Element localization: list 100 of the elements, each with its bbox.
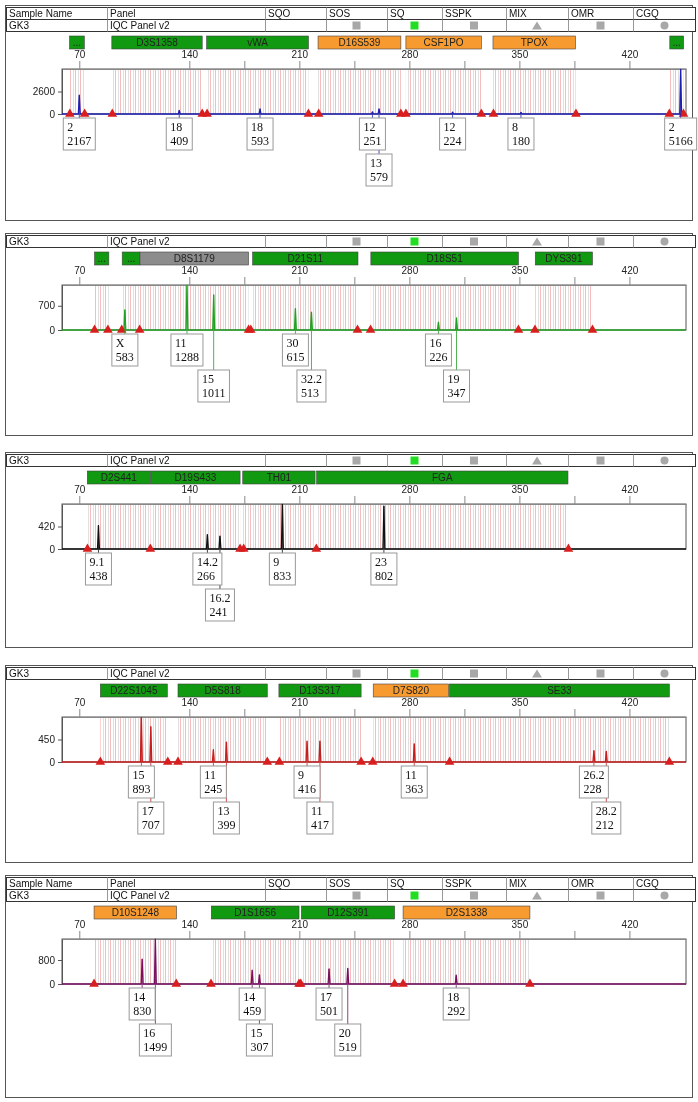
text: OMR bbox=[571, 878, 595, 889]
annotation: 9 416 bbox=[298, 768, 317, 796]
annotation: 2 2167 bbox=[67, 120, 92, 148]
band-label: FGA bbox=[432, 472, 453, 483]
text: SOS bbox=[329, 8, 351, 19]
x-tick-label: 350 bbox=[511, 484, 529, 495]
text: Panel bbox=[110, 8, 136, 19]
annotation: 13 579 bbox=[370, 156, 389, 184]
y-tick-label: 0 bbox=[49, 543, 56, 555]
annotation: 12 224 bbox=[443, 120, 462, 148]
annotation: 18 409 bbox=[170, 120, 189, 148]
x-tick-label: 70 bbox=[74, 919, 86, 930]
x-tick-label: 140 bbox=[181, 919, 199, 930]
y-tick-label: 0 bbox=[49, 108, 56, 120]
annotation: 11 245 bbox=[204, 768, 223, 796]
chart-subtitle: IQC Panel v2 bbox=[110, 20, 170, 31]
annotation: 11 417 bbox=[310, 804, 329, 832]
band-label: D3S1358 bbox=[136, 37, 179, 48]
chart-title: GK3 bbox=[9, 890, 30, 901]
x-tick-label: 140 bbox=[181, 697, 199, 708]
annotation: 16.2 241 bbox=[209, 591, 231, 619]
y-tick-label: 0 bbox=[49, 978, 56, 990]
x-tick-label: 420 bbox=[621, 919, 639, 930]
x-tick-label: 420 bbox=[621, 49, 639, 60]
x-tick-label: 140 bbox=[181, 265, 199, 276]
x-tick-label: 210 bbox=[291, 919, 309, 930]
annotation: 2 5166 bbox=[668, 120, 693, 148]
annotation: 19 347 bbox=[447, 372, 466, 400]
text: SQO bbox=[268, 878, 291, 889]
x-tick-label: 140 bbox=[181, 49, 199, 60]
band-label: ... bbox=[126, 253, 136, 264]
y-tick-label: 2600 bbox=[32, 86, 56, 98]
text: SSPK bbox=[445, 878, 473, 889]
x-tick-label: 420 bbox=[621, 265, 639, 276]
band-label: D10S1248 bbox=[111, 907, 160, 918]
annotation: 14.2 266 bbox=[196, 555, 218, 583]
annotation: 14 830 bbox=[133, 990, 152, 1018]
band-label: DYS391 bbox=[545, 253, 583, 264]
text: MIX bbox=[509, 8, 528, 19]
band-label: TPOX bbox=[520, 37, 549, 48]
annotation: 15 893 bbox=[132, 768, 151, 796]
band-label: D8S1179 bbox=[173, 253, 216, 264]
text: SQ bbox=[390, 878, 405, 889]
band-label: D18S51 bbox=[426, 253, 464, 264]
annotation: 28.2 212 bbox=[595, 804, 617, 832]
x-tick-label: 420 bbox=[621, 484, 639, 495]
x-tick-label: 350 bbox=[511, 265, 529, 276]
y-tick-label: 0 bbox=[49, 756, 56, 768]
band-label: TH01 bbox=[266, 472, 292, 483]
annotation: 12 251 bbox=[363, 120, 382, 148]
band-label: D1S1656 bbox=[234, 907, 277, 918]
annotation: 17 707 bbox=[141, 804, 160, 832]
x-tick-label: 280 bbox=[401, 919, 419, 930]
text: SQ bbox=[390, 8, 405, 19]
band-label: vWA bbox=[247, 37, 269, 48]
chart-title: GK3 bbox=[9, 455, 30, 466]
y-tick-label: 450 bbox=[38, 734, 56, 746]
band-label: D5S818 bbox=[204, 685, 242, 696]
band-label: D2S441 bbox=[100, 472, 138, 483]
text: CGQ bbox=[636, 8, 659, 19]
x-tick-label: 280 bbox=[401, 697, 419, 708]
chart-subtitle: IQC Panel v2 bbox=[110, 890, 170, 901]
band-label: D7S820 bbox=[392, 685, 430, 696]
band-label: SE33 bbox=[547, 685, 573, 696]
x-tick-label: 210 bbox=[291, 265, 309, 276]
annotation: 16 1499 bbox=[143, 1026, 168, 1054]
band-label: ... bbox=[72, 37, 82, 48]
x-tick-label: 350 bbox=[511, 49, 529, 60]
annotation: 8 180 bbox=[511, 120, 530, 148]
x-tick-label: 350 bbox=[511, 919, 529, 930]
chart-title: GK3 bbox=[9, 668, 30, 679]
band-label: D13S317 bbox=[299, 685, 342, 696]
y-tick-label: 800 bbox=[38, 954, 56, 966]
annotation: 13 399 bbox=[217, 804, 236, 832]
chart-subtitle: IQC Panel v2 bbox=[110, 668, 170, 679]
chart-title: GK3 bbox=[9, 236, 30, 247]
x-tick-label: 280 bbox=[401, 265, 419, 276]
annotation: 9.1 438 bbox=[89, 555, 108, 583]
text: SOS bbox=[329, 878, 351, 889]
annotation: 17 501 bbox=[320, 990, 339, 1018]
annotation: 15 1011 bbox=[201, 372, 226, 400]
chart-subtitle: IQC Panel v2 bbox=[110, 455, 170, 466]
text: SSPK bbox=[445, 8, 473, 19]
x-tick-label: 210 bbox=[291, 484, 309, 495]
x-tick-label: 280 bbox=[401, 484, 419, 495]
x-tick-label: 140 bbox=[181, 484, 199, 495]
annotation: 11 363 bbox=[405, 768, 424, 796]
annotation: 15 307 bbox=[250, 1026, 269, 1054]
band-label: ... bbox=[672, 37, 681, 48]
text: Sample Name bbox=[9, 878, 73, 889]
x-tick-label: 210 bbox=[291, 49, 309, 60]
annotation: 23 802 bbox=[374, 555, 393, 583]
y-tick-label: 700 bbox=[38, 300, 56, 312]
x-tick-label: 70 bbox=[74, 697, 86, 708]
annotation: 18 292 bbox=[447, 990, 466, 1018]
band-label: D19S433 bbox=[174, 472, 217, 483]
text: Sample Name bbox=[9, 8, 73, 19]
annotation: 30 615 bbox=[286, 336, 305, 364]
annotation: 32.2 513 bbox=[300, 372, 322, 400]
chart-title: GK3 bbox=[9, 20, 30, 31]
